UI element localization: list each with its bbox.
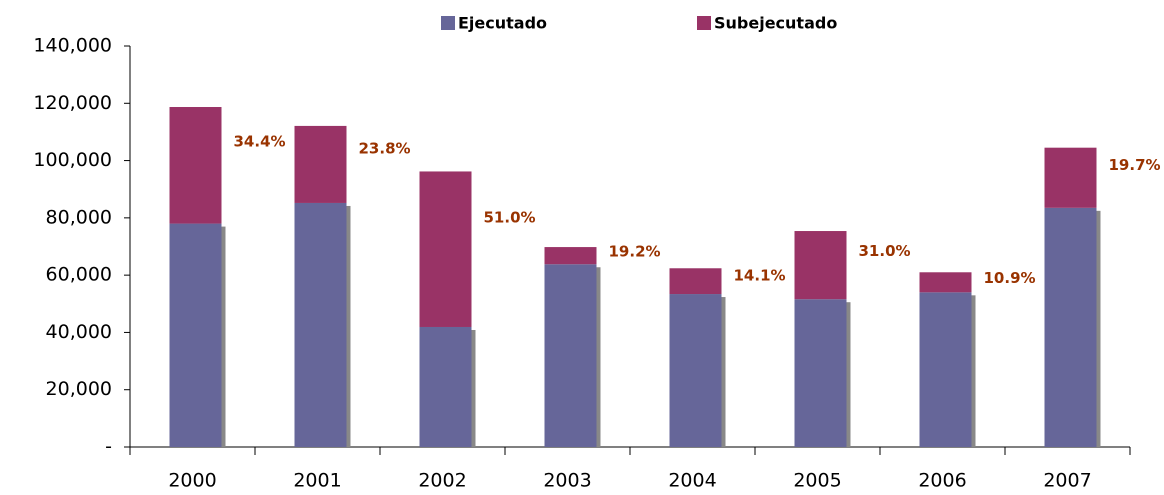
x-tick-label: 2004: [668, 470, 716, 492]
bar-segment: [1044, 147, 1097, 208]
bar-segment: [544, 247, 597, 265]
x-tick-label: 2001: [293, 470, 341, 492]
x-tick-label: 2006: [918, 470, 966, 492]
bar-segment: [544, 264, 597, 447]
bar-segment: [669, 268, 722, 295]
x-tick-label: 2003: [543, 470, 591, 492]
y-tick-label: 40,000: [46, 321, 112, 343]
percent-label: 23.8%: [359, 140, 411, 158]
bar-segment: [919, 272, 972, 293]
bar-segment: [794, 231, 847, 300]
x-tick-label: 2007: [1043, 470, 1091, 492]
legend-swatch: [697, 16, 711, 30]
y-tick-label: 80,000: [46, 206, 112, 228]
bar-segment: [419, 326, 472, 447]
y-tick-label: 100,000: [33, 149, 112, 171]
x-tick-label: 2002: [418, 470, 466, 492]
bar-segment: [169, 107, 222, 224]
x-tick-label: 2005: [793, 470, 841, 492]
legend-swatch: [441, 16, 455, 30]
bar-segment: [669, 294, 722, 447]
percent-label: 34.4%: [234, 132, 286, 150]
bar-segment: [294, 125, 347, 203]
percent-label: 19.7%: [1109, 156, 1161, 174]
bar-segment: [794, 299, 847, 447]
y-tick-label: 140,000: [33, 35, 112, 57]
y-tick-label: -: [105, 436, 112, 458]
y-tick-label: 20,000: [46, 378, 112, 400]
bar-segment: [919, 292, 972, 447]
percent-label: 19.2%: [609, 243, 661, 261]
x-tick-label: 2000: [168, 470, 216, 492]
y-tick-label: 120,000: [33, 92, 112, 114]
percent-label: 51.0%: [484, 209, 536, 227]
bar-segment: [419, 171, 472, 327]
bar-segment: [294, 202, 347, 447]
bar-segment: [1044, 207, 1097, 447]
legend-label: Ejecutado: [458, 14, 547, 33]
legend-label: Subejecutado: [714, 14, 837, 33]
percent-label: 10.9%: [984, 269, 1036, 287]
y-tick-label: 60,000: [46, 264, 112, 286]
percent-label: 14.1%: [734, 267, 786, 285]
percent-label: 31.0%: [859, 242, 911, 260]
bar-segment: [169, 223, 222, 447]
